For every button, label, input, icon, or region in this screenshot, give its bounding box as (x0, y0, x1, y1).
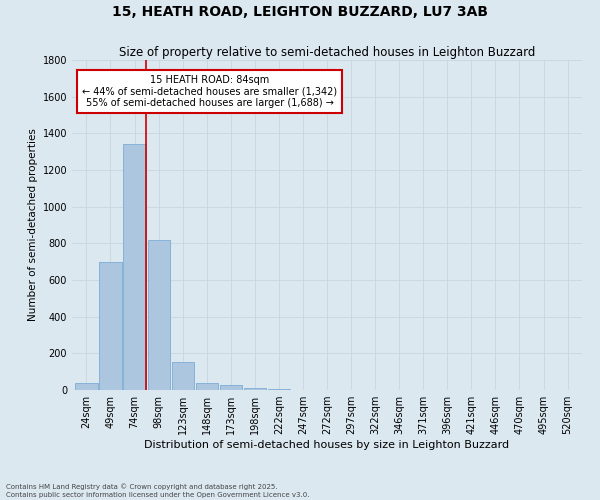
Title: Size of property relative to semi-detached houses in Leighton Buzzard: Size of property relative to semi-detach… (119, 46, 535, 59)
Bar (172, 362, 194, 390)
Bar (124, 144, 146, 390)
Text: 15, HEATH ROAD, LEIGHTON BUZZARD, LU7 3AB: 15, HEATH ROAD, LEIGHTON BUZZARD, LU7 3A… (112, 5, 488, 19)
Bar (196, 382, 218, 390)
X-axis label: Distribution of semi-detached houses by size in Leighton Buzzard: Distribution of semi-detached houses by … (145, 440, 509, 450)
Text: Contains HM Land Registry data © Crown copyright and database right 2025.
Contai: Contains HM Land Registry data © Crown c… (6, 483, 310, 498)
Bar (268, 389, 290, 390)
Bar (148, 240, 170, 390)
Y-axis label: Number of semi-detached properties: Number of semi-detached properties (28, 128, 38, 322)
Text: 15 HEATH ROAD: 84sqm
← 44% of semi-detached houses are smaller (1,342)
55% of se: 15 HEATH ROAD: 84sqm ← 44% of semi-detac… (82, 75, 337, 108)
Bar (220, 386, 242, 390)
Bar (76, 382, 98, 390)
Bar (244, 388, 266, 390)
Bar (100, 262, 122, 390)
